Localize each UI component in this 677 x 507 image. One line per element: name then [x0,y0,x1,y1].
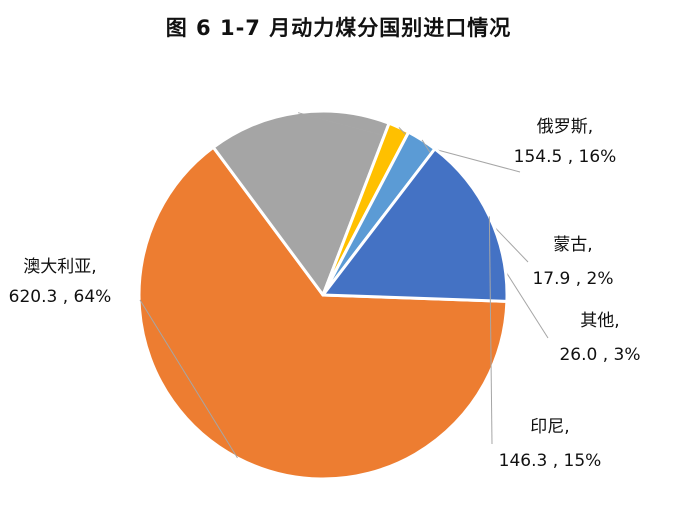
slice-label-value-2: 17.9 , 2% [532,269,613,289]
slice-label-value-1: 154.5 , 16% [514,147,617,167]
slice-label-value-4: 146.3 , 15% [499,451,602,471]
slice-label-name-0: 澳大利亚, [23,257,96,277]
leader-line-4 [488,216,493,445]
slice-label-value-3: 26.0 , 3% [559,345,640,365]
slice-label-name-2: 蒙古, [553,235,592,255]
slice-label-name-4: 印尼, [530,417,569,437]
slice-label-name-1: 俄罗斯, [537,117,593,137]
slice-label-name-3: 其他, [580,311,619,331]
chart-title: 图 6 1-7 月动力煤分国别进口情况 [165,16,512,40]
pie-slice-0 [137,145,509,481]
leader-line-0 [139,299,238,459]
slice-label-value-0: 620.3 , 64% [9,287,112,307]
